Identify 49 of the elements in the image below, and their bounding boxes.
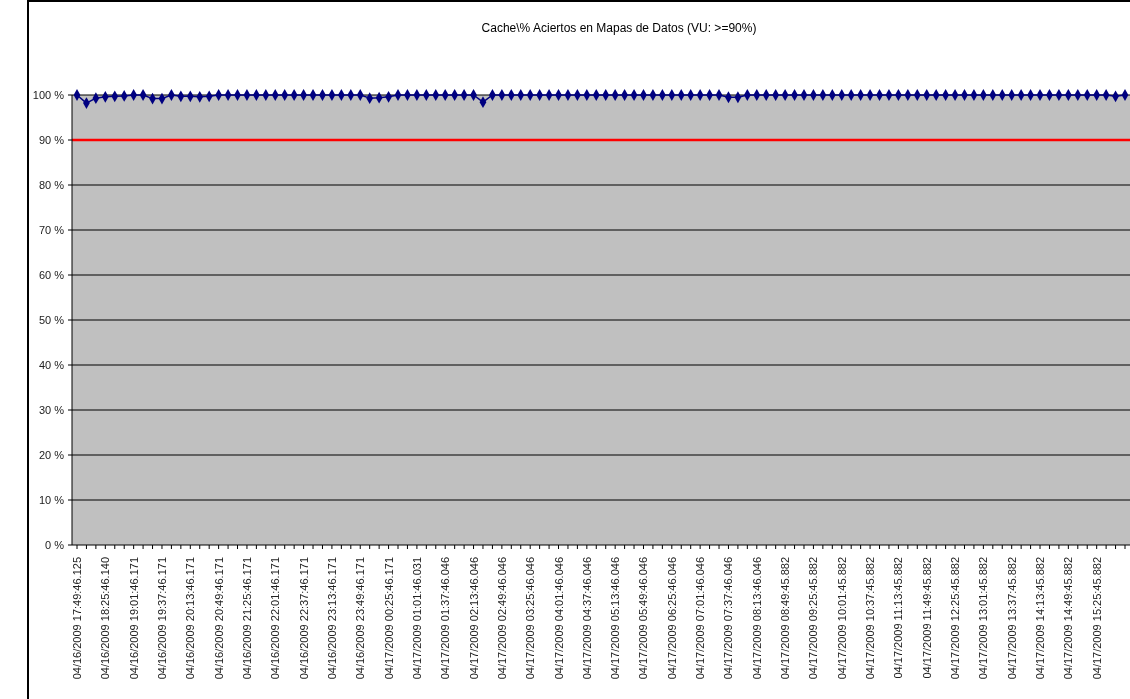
x-tick-label: 04/17/2009 14:49:45.882 <box>1062 557 1075 680</box>
x-tick-label: 04/17/2009 13:01:45.882 <box>977 557 990 680</box>
y-tick-label: 40 % <box>38 358 65 371</box>
x-tick-label: 04/17/2009 04:37:46.046 <box>580 557 593 680</box>
x-tick-label: 04/17/2009 06:25:46.046 <box>665 557 678 680</box>
x-tick-label: 04/16/2009 22:37:46.171 <box>297 557 310 680</box>
y-tick-label: 30 % <box>38 403 65 416</box>
y-tick-label: 60 % <box>38 268 65 281</box>
x-tick-label: 04/16/2009 19:37:46.171 <box>155 557 168 680</box>
x-tick-label: 04/16/2009 21:25:46.171 <box>240 557 253 680</box>
x-tick-label: 04/16/2009 19:01:46.171 <box>127 557 140 680</box>
x-tick-label: 04/16/2009 17:49:46.125 <box>71 557 83 680</box>
x-tick-label: 04/17/2009 03:25:46.046 <box>524 557 537 680</box>
y-tick-label: 10 % <box>38 493 65 506</box>
x-tick-label: 04/17/2009 15:25:45.882 <box>1090 557 1103 680</box>
x-tick-label: 04/17/2009 01:37:46.046 <box>439 557 452 680</box>
x-tick-label: 04/17/2009 02:49:46.046 <box>495 557 508 680</box>
x-tick-label: 04/16/2009 18:25:46.140 <box>99 557 112 680</box>
x-tick-label: 04/17/2009 11:49:45.882 <box>920 557 933 679</box>
x-tick-label: 04/16/2009 22:01:46.171 <box>269 557 282 680</box>
x-tick-label: 04/17/2009 10:37:45.882 <box>864 557 877 680</box>
x-tick-label: 04/17/2009 07:01:46.046 <box>694 557 707 680</box>
x-tick-label: 04/17/2009 08:49:45.882 <box>779 557 792 680</box>
x-tick-label: 04/17/2009 05:13:46.046 <box>609 557 622 680</box>
x-tick-label: 04/16/2009 23:49:46.171 <box>354 557 367 680</box>
y-tick-label: 0 % <box>45 538 65 551</box>
x-tick-label: 04/16/2009 23:13:46.171 <box>325 557 338 680</box>
y-tick-label: 20 % <box>38 448 65 461</box>
y-tick-label: 80 % <box>38 178 65 191</box>
chart-title: Cache\% Aciertos en Mapas de Datos (VU: >=90%) <box>481 21 757 35</box>
x-tick-label: 04/16/2009 20:49:46.171 <box>212 557 225 680</box>
y-tick-label: 100 % <box>32 88 65 101</box>
x-tick-label: 04/17/2009 13:37:45.882 <box>1005 557 1018 680</box>
x-tick-label: 04/17/2009 02:13:46.046 <box>467 557 480 680</box>
x-tick-label: 04/17/2009 07:37:46.046 <box>722 557 735 680</box>
x-tick-label: 04/17/2009 01:01:46.031 <box>410 557 423 680</box>
x-tick-label: 04/17/2009 09:25:45.882 <box>807 557 820 680</box>
x-tick-label: 04/17/2009 11:13:45.882 <box>892 557 905 679</box>
y-tick-label: 50 % <box>38 313 65 326</box>
x-tick-label: 04/17/2009 00:25:46.171 <box>382 557 395 680</box>
x-tick-label: 04/17/2009 04:01:46.046 <box>552 557 565 680</box>
x-tick-label: 04/16/2009 20:13:46.171 <box>184 557 197 680</box>
x-tick-label: 04/17/2009 14:13:45.882 <box>1034 557 1047 680</box>
x-tick-label: 04/17/2009 12:25:45.882 <box>949 557 962 680</box>
y-tick-label: 90 % <box>38 133 65 146</box>
x-tick-label: 04/17/2009 08:13:46.046 <box>750 557 763 680</box>
x-tick-label: 04/17/2009 05:49:46.046 <box>637 557 650 680</box>
y-tick-label: 70 % <box>38 223 65 236</box>
x-tick-label: 04/17/2009 10:01:45.882 <box>835 557 848 680</box>
